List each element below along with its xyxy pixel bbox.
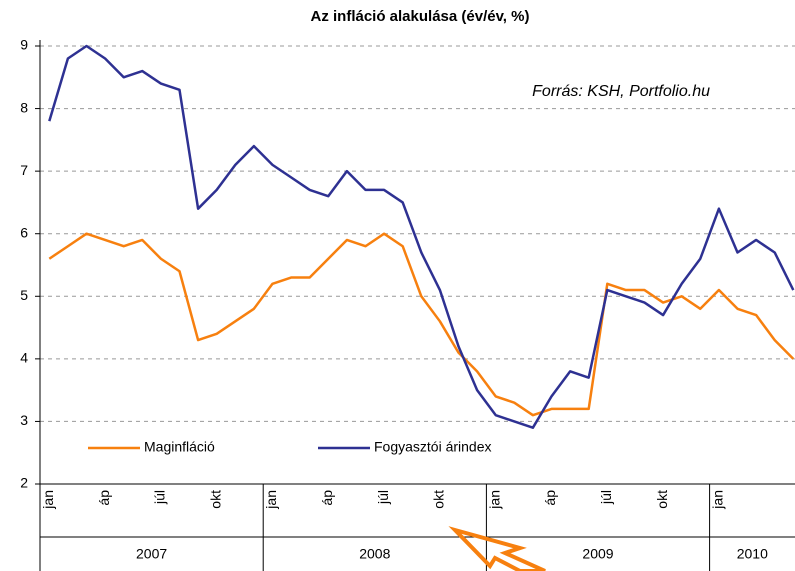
legend-label: Fogyasztói árindex — [374, 439, 492, 455]
x-tick-label: okt — [654, 490, 670, 509]
y-tick-label: 2 — [20, 475, 28, 491]
x-tick-label: áp — [319, 490, 335, 506]
x-tick-label: okt — [207, 490, 223, 509]
x-tick-label: jan — [263, 490, 279, 510]
x-group-label: 2010 — [737, 546, 768, 562]
x-tick-label: áp — [96, 490, 112, 506]
y-tick-label: 6 — [20, 224, 28, 240]
x-tick-label: okt — [431, 490, 447, 509]
chart-title: Az infláció alakulása (év/év, %) — [311, 8, 530, 25]
x-tick-label: jan — [486, 490, 502, 510]
legend-label: Maginfláció — [144, 439, 215, 455]
x-tick-label: júl — [598, 490, 614, 505]
x-group-label: 2007 — [136, 546, 167, 562]
y-tick-label: 4 — [20, 350, 28, 366]
x-tick-label: jan — [40, 490, 56, 510]
y-tick-label: 8 — [20, 99, 28, 115]
y-tick-label: 5 — [20, 287, 28, 303]
axes: 2 3 4 5 6 7 8 9 jan áp júl okt jan áp júl okt jan áp júl ok… — [20, 37, 795, 571]
x-tick-label: júl — [375, 490, 391, 505]
x-tick-label: jan — [710, 490, 726, 510]
source-note: Forrás: KSH, Portfolio.hu — [532, 83, 710, 100]
x-tick-label: júl — [152, 490, 168, 505]
y-tick-label: 9 — [20, 37, 28, 53]
series-line — [48, 232, 795, 417]
x-group-label: 2008 — [359, 546, 390, 562]
series-line — [48, 44, 795, 429]
cursor-decoration — [448, 526, 546, 571]
y-tick-label: 7 — [20, 162, 28, 178]
y-tick-label: 3 — [20, 412, 28, 428]
x-tick-label: áp — [542, 490, 558, 506]
plot-area — [48, 44, 795, 429]
x-group-label: 2009 — [582, 546, 613, 562]
